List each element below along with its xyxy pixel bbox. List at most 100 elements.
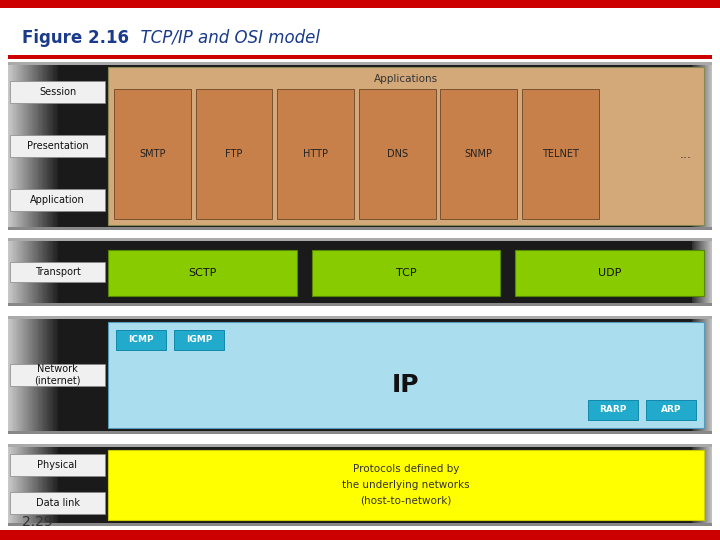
Bar — [709, 444, 710, 526]
Bar — [703, 238, 704, 306]
Bar — [33, 444, 35, 526]
Bar — [8, 444, 712, 447]
Bar — [44, 444, 45, 526]
Bar — [702, 316, 703, 434]
Bar — [701, 238, 702, 306]
Bar — [54, 62, 55, 230]
Bar — [45, 444, 47, 526]
Bar — [8, 431, 712, 434]
Bar — [695, 62, 696, 230]
Bar — [711, 316, 712, 434]
Bar — [25, 444, 27, 526]
Bar — [45, 316, 47, 434]
Bar — [174, 330, 224, 350]
Bar — [38, 238, 40, 306]
Bar — [516, 250, 704, 296]
Bar — [50, 238, 52, 306]
Bar — [9, 316, 11, 434]
Bar — [10, 492, 105, 514]
Bar — [11, 316, 12, 434]
Bar — [35, 62, 37, 230]
Bar — [45, 62, 47, 230]
Bar — [698, 62, 699, 230]
Bar — [705, 62, 706, 230]
Bar — [705, 238, 706, 306]
Bar — [42, 444, 43, 526]
Text: IGMP: IGMP — [186, 335, 212, 345]
Bar — [8, 444, 9, 526]
Bar — [48, 316, 49, 434]
Bar — [47, 444, 48, 526]
Bar — [703, 62, 704, 230]
Bar — [54, 238, 55, 306]
Bar — [8, 316, 9, 434]
Bar — [54, 444, 55, 526]
Bar — [704, 444, 705, 526]
Bar — [43, 316, 44, 434]
Bar — [55, 316, 57, 434]
Text: Applications: Applications — [374, 74, 438, 84]
Bar — [711, 238, 712, 306]
Bar — [14, 62, 16, 230]
Bar — [10, 262, 105, 281]
Bar — [705, 316, 706, 434]
Bar — [14, 238, 16, 306]
Bar — [18, 444, 19, 526]
Bar — [49, 62, 50, 230]
Bar — [709, 238, 710, 306]
Bar — [22, 316, 23, 434]
Bar — [12, 316, 13, 434]
Bar — [40, 62, 42, 230]
Text: IP: IP — [392, 373, 420, 397]
Bar — [697, 62, 698, 230]
Bar — [27, 444, 28, 526]
Bar — [692, 62, 693, 230]
Text: TCP/IP and OSI model: TCP/IP and OSI model — [130, 29, 320, 47]
Bar — [37, 316, 38, 434]
Bar — [49, 444, 50, 526]
Bar — [10, 364, 105, 386]
Text: Protocols defined by
the underlying networks
(host-to-network): Protocols defined by the underlying netw… — [342, 464, 470, 505]
Text: SMTP: SMTP — [139, 149, 166, 159]
Bar — [698, 316, 699, 434]
Bar — [8, 227, 712, 230]
Bar — [57, 444, 58, 526]
Bar — [706, 62, 707, 230]
Bar — [8, 523, 712, 526]
Bar — [32, 316, 33, 434]
Bar — [692, 444, 693, 526]
Bar — [704, 62, 705, 230]
Bar — [8, 55, 712, 59]
Text: Transport: Transport — [35, 267, 81, 277]
Bar — [52, 444, 53, 526]
Bar — [52, 62, 53, 230]
Bar — [708, 62, 709, 230]
Bar — [522, 89, 599, 219]
Bar — [11, 238, 12, 306]
Bar — [710, 238, 711, 306]
Bar — [17, 62, 18, 230]
Bar — [693, 444, 694, 526]
Bar — [701, 62, 702, 230]
Text: RARP: RARP — [599, 406, 626, 415]
Bar — [8, 62, 712, 230]
Bar — [42, 62, 43, 230]
Bar — [705, 444, 706, 526]
Bar — [40, 444, 42, 526]
Bar — [8, 62, 712, 65]
Bar — [359, 89, 436, 219]
Bar — [27, 316, 28, 434]
Bar — [22, 62, 23, 230]
Bar — [48, 238, 49, 306]
Bar — [10, 454, 105, 476]
Bar — [20, 62, 22, 230]
Bar — [16, 62, 17, 230]
Bar — [37, 444, 38, 526]
Bar — [24, 316, 25, 434]
Bar — [8, 444, 712, 526]
Bar — [40, 238, 42, 306]
Bar — [50, 444, 52, 526]
Bar — [57, 238, 58, 306]
Bar — [696, 316, 697, 434]
Bar — [695, 238, 696, 306]
